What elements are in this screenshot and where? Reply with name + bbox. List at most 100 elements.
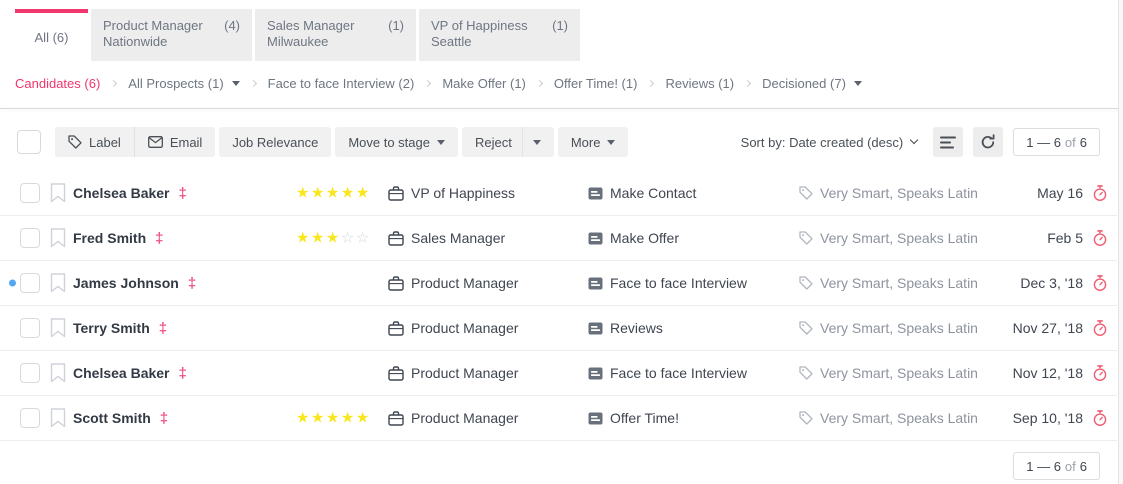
- row-checkbox[interactable]: [20, 318, 40, 338]
- row-checkbox[interactable]: [20, 273, 40, 293]
- tab-count: (4): [224, 18, 240, 33]
- candidate-row[interactable]: Terry Smith ‡ Product Manager Reviews Ve…: [0, 306, 1117, 351]
- labels-cell[interactable]: Very Smart, Speaks Latin: [799, 320, 978, 336]
- stage-card-icon: [588, 277, 603, 290]
- tab-count: (1): [552, 18, 568, 33]
- star-filled-icon: ★: [296, 184, 311, 202]
- sort-by-dropdown[interactable]: Sort by: Date created (desc): [741, 135, 919, 150]
- candidate-row[interactable]: Chelsea Baker ‡ ★★★★★ VP of Happiness Ma…: [0, 171, 1117, 216]
- label-names: Very Smart, Speaks Latin: [820, 410, 978, 426]
- candidate-name[interactable]: Fred Smith: [73, 230, 147, 246]
- briefcase-icon: [388, 185, 404, 201]
- bookmark-icon[interactable]: [50, 228, 66, 248]
- tab-sales-manager[interactable]: Sales Manager Milwaukee (1): [255, 9, 416, 61]
- double-dagger-icon: ‡: [155, 229, 164, 247]
- stage-name: Face to face Interview: [610, 275, 747, 291]
- more-button[interactable]: More: [557, 127, 629, 157]
- labels-cell[interactable]: Very Smart, Speaks Latin: [799, 275, 978, 291]
- stage-name: Reviews: [610, 320, 663, 336]
- star-filled-icon: ★: [296, 229, 311, 247]
- candidate-row[interactable]: Fred Smith ‡ ★★★☆☆ Sales Manager Make Of…: [0, 216, 1117, 261]
- candidate-name[interactable]: Chelsea Baker: [73, 185, 170, 201]
- tab-product-manager[interactable]: Product Manager Nationwide (4): [91, 9, 252, 61]
- candidate-name[interactable]: James Johnson: [73, 275, 179, 291]
- job-title: Product Manager: [411, 410, 519, 426]
- briefcase-icon: [388, 320, 404, 336]
- labels-cell[interactable]: Very Smart, Speaks Latin: [799, 410, 978, 426]
- candidate-name[interactable]: Scott Smith: [73, 410, 151, 426]
- stage-name: Face to face Interview: [610, 365, 747, 381]
- pagination-top: 1 — 6 of 6: [1013, 128, 1100, 156]
- briefcase-icon: [388, 410, 404, 426]
- star-filled-icon: ★: [325, 184, 341, 202]
- crumb-reviews-1[interactable]: Reviews (1): [665, 76, 735, 91]
- labels-cell[interactable]: Very Smart, Speaks Latin: [799, 185, 978, 201]
- bookmark-icon[interactable]: [50, 408, 66, 428]
- star-rating[interactable]: ★★★★★: [296, 411, 371, 426]
- move-to-stage-button[interactable]: Move to stage: [335, 127, 458, 157]
- stage-cell: Offer Time!: [588, 410, 679, 426]
- labels-cell[interactable]: Very Smart, Speaks Latin: [799, 230, 978, 246]
- caret-down-icon: [532, 139, 541, 145]
- stage-card-icon: [588, 412, 603, 425]
- candidate-row[interactable]: Chelsea Baker ‡ Product Manager Face to …: [0, 351, 1117, 396]
- crumb-face-to-face-interview-2[interactable]: Face to face Interview (2): [267, 76, 415, 91]
- crumb-offer-time-1[interactable]: Offer Time! (1): [553, 76, 638, 91]
- unread-indicator: [9, 279, 16, 287]
- tag-icon: [799, 231, 813, 245]
- bulk-action-toolbar: Label Email Job Relevance Move to stage …: [17, 127, 1100, 157]
- reject-button[interactable]: Reject: [461, 127, 554, 157]
- star-rating[interactable]: ★★★☆☆: [296, 231, 371, 246]
- name-cell: Fred Smith ‡: [73, 230, 163, 246]
- bookmark-icon[interactable]: [50, 273, 66, 293]
- stopwatch-icon: [1092, 320, 1108, 337]
- job-title: Product Manager: [411, 275, 519, 291]
- job-relevance-button[interactable]: Job Relevance: [219, 127, 332, 157]
- list-lines-icon: [940, 136, 957, 149]
- bookmark-icon[interactable]: [50, 363, 66, 383]
- job-cell: Sales Manager: [388, 230, 505, 246]
- crumb-make-offer-1[interactable]: Make Offer (1): [442, 76, 526, 91]
- name-cell: Scott Smith ‡: [73, 410, 168, 426]
- job-cell: Product Manager: [388, 365, 518, 381]
- refresh-button[interactable]: [973, 127, 1004, 157]
- pagination-bottom: 1 — 6 of 6: [1013, 452, 1100, 480]
- tab-subtitle: Nationwide: [103, 34, 168, 49]
- tab-count: (1): [388, 18, 404, 33]
- label-button[interactable]: Label: [55, 127, 134, 157]
- row-checkbox[interactable]: [20, 228, 40, 248]
- row-checkbox[interactable]: [20, 183, 40, 203]
- row-checkbox[interactable]: [20, 408, 40, 428]
- crumb-candidates-6[interactable]: Candidates (6): [15, 76, 101, 91]
- candidate-row[interactable]: James Johnson ‡ Product Manager Face to …: [0, 261, 1117, 306]
- stopwatch-icon: [1092, 365, 1108, 382]
- bookmark-icon[interactable]: [50, 318, 66, 338]
- briefcase-icon: [388, 230, 404, 246]
- chevron-right-icon: [110, 79, 118, 88]
- date-created: Sep 10, '18: [1012, 410, 1083, 426]
- crumb-all-prospects-1[interactable]: All Prospects (1): [128, 76, 240, 91]
- star-rating[interactable]: ★★★★★: [296, 186, 371, 201]
- email-button[interactable]: Email: [134, 127, 216, 157]
- caret-down-icon: [853, 81, 862, 86]
- stage-name: Make Offer: [610, 230, 679, 246]
- job-tabs: All (6) Product Manager Nationwide (4) Sales…: [15, 9, 580, 61]
- list-view-button[interactable]: [933, 127, 964, 157]
- row-checkbox[interactable]: [20, 363, 40, 383]
- job-cell: Product Manager: [388, 275, 518, 291]
- caret-down-icon: [231, 81, 240, 86]
- chevron-right-icon: [744, 79, 752, 88]
- bookmark-icon[interactable]: [50, 183, 66, 203]
- labels-cell[interactable]: Very Smart, Speaks Latin: [799, 365, 978, 381]
- select-all-checkbox[interactable]: [17, 130, 41, 154]
- job-title: Sales Manager: [411, 230, 506, 246]
- candidate-name[interactable]: Chelsea Baker: [73, 365, 170, 381]
- candidate-row[interactable]: Scott Smith ‡ ★★★★★ Product Manager Offe…: [0, 396, 1117, 441]
- double-dagger-icon: ‡: [187, 274, 197, 292]
- tab-vp-of-happiness[interactable]: VP of Happiness Seattle (1): [419, 9, 580, 61]
- date-created: Feb 5: [1047, 230, 1083, 246]
- crumb-decisioned-7[interactable]: Decisioned (7): [762, 76, 862, 91]
- double-dagger-icon: ‡: [178, 184, 187, 202]
- candidate-name[interactable]: Terry Smith: [73, 320, 150, 336]
- tab-all-6[interactable]: All (6): [15, 9, 88, 61]
